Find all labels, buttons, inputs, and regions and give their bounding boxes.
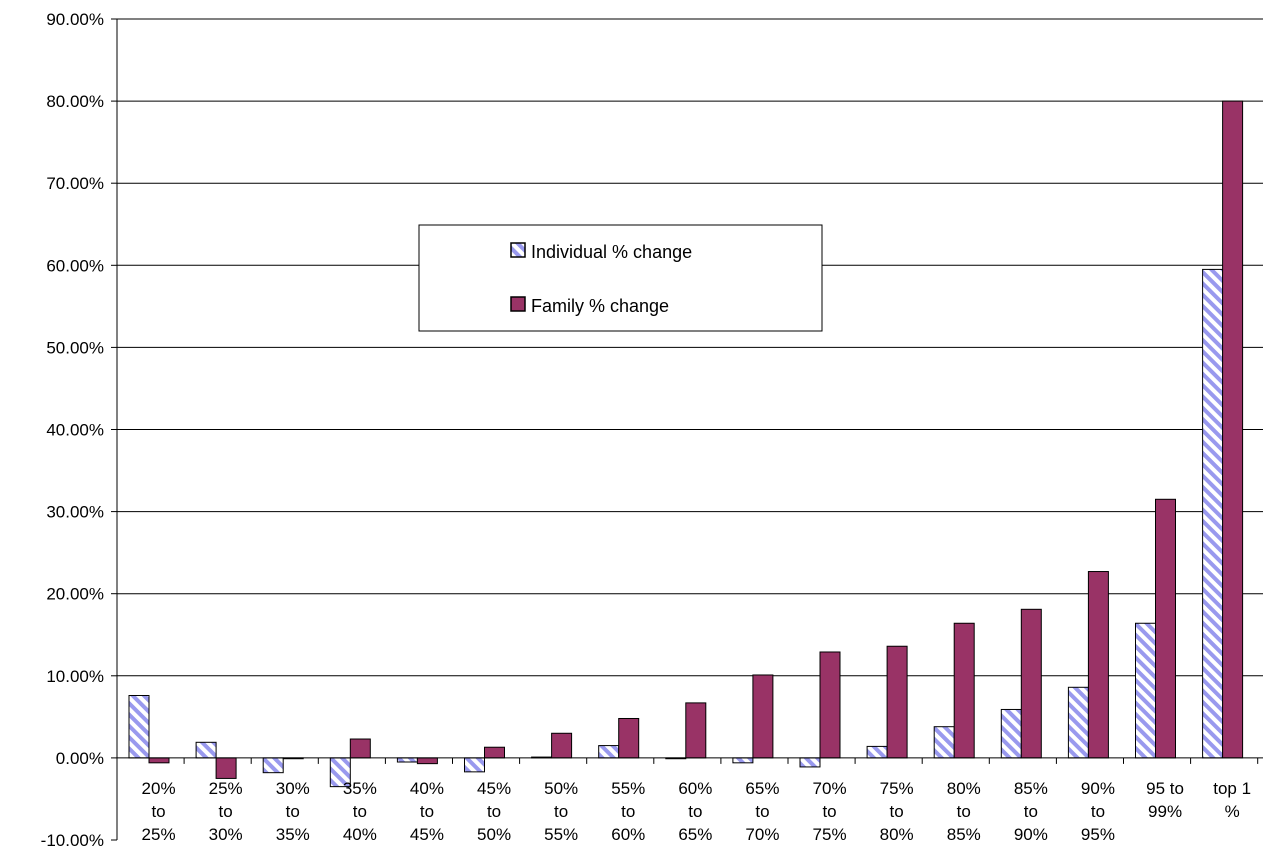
bar-individual	[128, 695, 150, 759]
legend-label-family: Family % change	[531, 296, 669, 316]
bar-individual	[195, 741, 217, 759]
x-category-label: 35% to 40%	[343, 779, 377, 844]
bar-individual	[598, 745, 620, 759]
bar-family	[752, 674, 774, 759]
x-category-label: 90% to 95%	[1081, 779, 1115, 844]
bar-individual	[396, 757, 418, 763]
bar-family	[551, 732, 573, 759]
bar-individual	[262, 757, 284, 774]
bar-family	[215, 757, 237, 779]
bar-family	[1020, 608, 1042, 759]
legend-box	[418, 224, 823, 332]
y-tick-label: -10.00%	[41, 831, 104, 850]
legend-swatch-individual	[510, 242, 526, 258]
x-category-labels: 20% to 25% 25% to 30% 30% to 35% 35% to 40% 40% to 45%…	[142, 779, 1252, 844]
y-tick-label: 40.00%	[46, 421, 104, 440]
x-category-label: 75% to 80%	[880, 779, 914, 844]
y-tick-label: 10.00%	[46, 667, 104, 686]
bar-individual	[1067, 686, 1089, 759]
y-tick-label: 20.00%	[46, 585, 104, 604]
bars	[128, 100, 1244, 788]
axes	[111, 18, 1263, 841]
bar-family	[148, 757, 170, 764]
legend-swatch-family	[510, 296, 526, 312]
bar-family	[416, 757, 438, 765]
y-tick-label: 80.00%	[46, 92, 104, 111]
bar-family	[685, 702, 707, 759]
bar-family	[484, 746, 505, 759]
y-tick-label: 70.00%	[46, 174, 104, 193]
x-category-label: 70% to 75%	[813, 779, 847, 844]
bar-family	[1087, 571, 1109, 759]
bar-family	[953, 622, 975, 759]
bar-individual	[799, 757, 821, 768]
x-category-label: 30% to 35%	[276, 779, 310, 844]
y-tick-label: 60.00%	[46, 256, 104, 275]
y-tick-label: 50.00%	[46, 338, 104, 357]
y-tick-label: 90.00%	[46, 10, 104, 29]
bar-family	[886, 645, 908, 759]
bar-individual	[732, 757, 754, 764]
legend: Individual % change Family % change	[418, 224, 823, 332]
x-category-label: 95 to 99%	[1146, 779, 1184, 821]
x-category-label: 20% to 25%	[142, 779, 176, 844]
x-category-label: 65% to 70%	[745, 779, 779, 844]
x-category-label: 40% to 45%	[410, 779, 444, 844]
bar-individual	[1135, 622, 1156, 759]
bar-family	[349, 738, 371, 759]
bar-individual	[464, 757, 485, 773]
bar-individual	[1000, 708, 1022, 759]
y-tick-label: 30.00%	[46, 503, 104, 522]
x-category-label: 55% to 60%	[611, 779, 645, 844]
x-category-label: 50% to 55%	[544, 779, 578, 844]
x-category-label: 25% to 30%	[209, 779, 243, 844]
bar-family	[1155, 498, 1176, 759]
y-tick-labels: -10.00% 0.00% 10.00% 20.00% 30.00% 40.00% 50.0…	[41, 10, 104, 850]
bar-individual	[1202, 268, 1224, 759]
x-category-label: 80% to 85%	[947, 779, 981, 844]
x-category-label: 45% to 50%	[477, 779, 511, 844]
legend-label-individual: Individual % change	[531, 242, 692, 262]
x-category-label: 60% to 65%	[678, 779, 712, 844]
bar-individual	[866, 745, 888, 759]
bar-individual	[933, 726, 955, 759]
bar-family	[618, 717, 640, 759]
bar-family	[1222, 100, 1244, 759]
y-tick-label: 0.00%	[56, 749, 104, 768]
x-category-label: 85% to 90%	[1014, 779, 1048, 844]
x-category-label: top 1%	[1213, 779, 1251, 821]
bar-family	[819, 651, 841, 759]
